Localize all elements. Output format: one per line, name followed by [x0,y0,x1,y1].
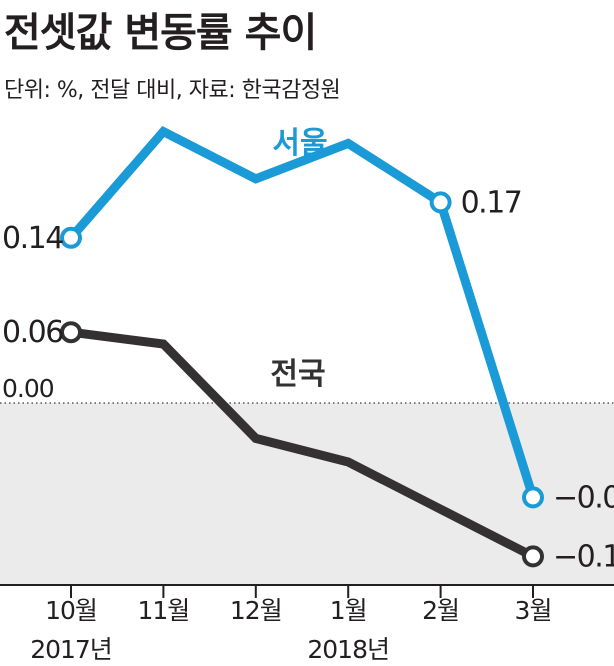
year-label: 2018년 [307,635,389,664]
x-tick-label: 1월 [330,596,367,625]
negative-band [0,403,614,585]
series-name: 전국 [270,357,325,392]
data-label: 0.17 [461,185,522,220]
zero-label: 0.00 [2,374,54,403]
x-tick-label: 12월 [230,596,282,625]
data-label: −0.13 [553,539,614,574]
data-point [429,191,452,214]
data-point [60,226,82,249]
data-label: 0.06 [2,315,63,350]
year-label: 2017년 [30,635,112,664]
data-point [60,321,82,344]
data-point [522,486,544,509]
x-tick-label: 10월 [45,596,97,625]
data-point [522,545,544,568]
chart-title: 전셋값 변동률 추이 [4,10,317,56]
x-tick-label: 2월 [422,596,459,625]
x-tick-label: 11월 [137,596,189,625]
x-tick-label: 3월 [515,596,552,625]
data-label: 0.14 [2,221,63,256]
data-label: −0.08 [553,480,614,515]
series-name: 서울 [272,126,327,161]
series-line [67,125,538,499]
series-line [70,327,536,561]
chart-subtitle: 단위: %, 전달 대비, 자료: 한국감정원 [4,78,341,103]
